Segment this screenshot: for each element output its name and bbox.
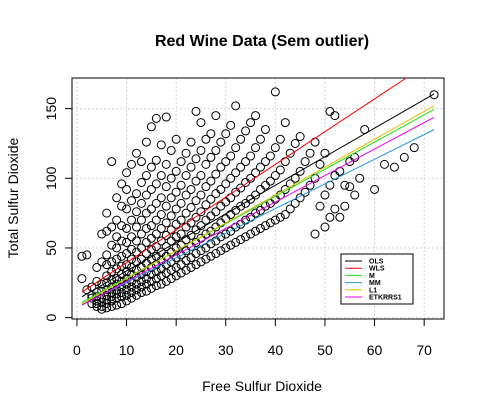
- legend-label-l1: L1: [369, 287, 377, 294]
- legend: OLSWLSMMML1ETKRRS1: [341, 254, 413, 304]
- x-tick-label-6: 60: [367, 342, 383, 358]
- y-tick-label-1: 50: [43, 240, 59, 256]
- chart-title: Red Wine Data (Sem outlier): [155, 33, 369, 50]
- y-tick-label-3: 150: [43, 97, 59, 121]
- x-tick-label-4: 40: [268, 342, 284, 358]
- x-tick-label-1: 10: [119, 342, 135, 358]
- legend-label-ols: OLS: [369, 259, 384, 266]
- legend-label-wls: WLS: [369, 266, 385, 273]
- x-tick-label-7: 70: [416, 342, 432, 358]
- x-axis-title: Free Sulfur Dioxide: [202, 378, 322, 394]
- y-axis-title: Total Sulfur Dioxide: [5, 137, 21, 258]
- y-tick-label-0: 0: [43, 314, 59, 322]
- legend-label-mm: MM: [369, 280, 381, 287]
- x-tick-label-3: 30: [218, 342, 234, 358]
- y-tick-label-2: 100: [43, 166, 59, 190]
- x-tick-label-5: 50: [317, 342, 333, 358]
- x-tick-label-2: 20: [168, 342, 184, 358]
- x-tick-label-0: 0: [73, 342, 81, 358]
- legend-label-m: M: [369, 273, 375, 280]
- legend-label-etkrrs1: ETKRRS1: [369, 295, 402, 302]
